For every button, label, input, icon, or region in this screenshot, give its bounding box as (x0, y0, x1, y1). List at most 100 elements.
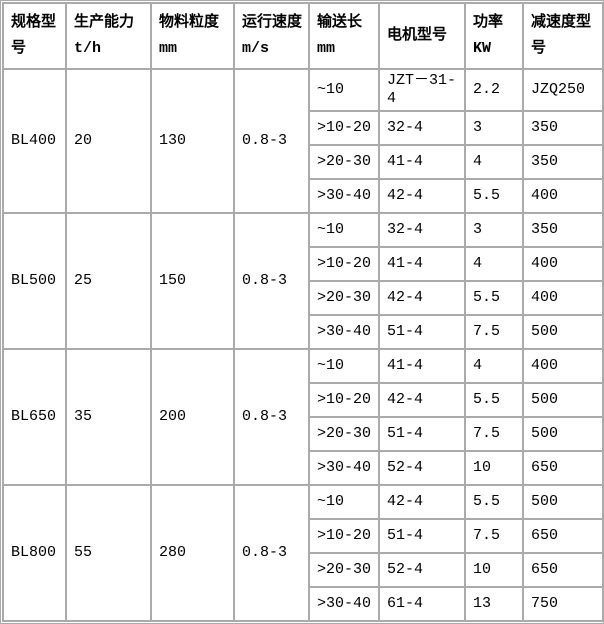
length-cell: ~10 (308, 212, 380, 248)
motor-cell: 42-4 (378, 484, 466, 520)
table-row: >30-40 52-4 10 650 (3, 450, 604, 486)
header-cell-motor: 电机型号 (378, 2, 466, 70)
motor-cell: 42-4 (378, 280, 466, 316)
table-row: BL400 20 130 0.8-3 ~10 JZT－31-4 2.2 JZQ2… (2, 68, 604, 214)
header-cell-speed: 运行速度 m/s (233, 2, 310, 70)
table-row: >10-20 42-4 5.5 500 (3, 382, 604, 418)
header-cell-model: 规格型号 (2, 2, 67, 70)
motor-cell: 51-4 (378, 314, 466, 350)
reducer-cell: 500 (522, 484, 604, 520)
header-cell-length: 输送长 mm (308, 2, 380, 70)
model-cell: BL800 (2, 484, 67, 622)
table-body: BL400 20 130 0.8-3 ~10 JZT－31-4 2.2 JZQ2… (2, 68, 604, 622)
motor-cell: 41-4 (378, 246, 466, 282)
reducer-cell: 500 (522, 416, 604, 452)
speed-cell: 0.8-3 (233, 212, 310, 350)
header-cell-granularity: 物料粒度 mm (150, 2, 235, 70)
table-row: BL800 55 280 0.8-3 ~10 42-4 5.5 500 (2, 484, 604, 622)
length-cell: >10-20 (308, 518, 380, 554)
power-cell: 3 (464, 110, 524, 146)
granularity-cell: 150 (150, 212, 235, 350)
header-unit: mm (317, 40, 336, 57)
power-cell: 3 (464, 212, 524, 248)
header-title: 生产能力 (74, 14, 135, 31)
reducer-cell: 500 (522, 382, 604, 418)
reducer-cell: 500 (522, 314, 604, 350)
header-unit: mm (159, 40, 178, 57)
power-cell: 2.2 (464, 68, 524, 112)
reducer-cell: 350 (522, 144, 604, 180)
model-cell: BL650 (2, 348, 67, 486)
table-row: >20-30 41-4 4 350 (3, 144, 604, 180)
length-cell: ~10 (308, 348, 380, 384)
length-cell: >20-30 (308, 144, 380, 180)
length-cell: >20-30 (308, 280, 380, 316)
capacity-cell: 55 (65, 484, 152, 622)
power-cell: 5.5 (464, 484, 524, 520)
table-row: >10-20 32-4 3 350 (3, 110, 604, 146)
length-cell: >20-30 (308, 416, 380, 452)
header-unit: t/h (74, 40, 102, 57)
table-row: >20-30 42-4 5.5 400 (3, 280, 604, 316)
reducer-cell: 400 (522, 348, 604, 384)
speed-cell: 0.8-3 (233, 68, 310, 214)
granularity-cell: 280 (150, 484, 235, 622)
length-cell: ~10 (308, 68, 380, 112)
header-title: 减速度型号 (531, 14, 592, 57)
length-cell: ~10 (308, 484, 380, 520)
header-unit: m/s (242, 40, 270, 57)
reducer-cell: 350 (522, 212, 604, 248)
motor-cell: 41-4 (378, 348, 466, 384)
motor-cell: 51-4 (378, 518, 466, 554)
table-row: >10-20 51-4 7.5 650 (3, 518, 604, 554)
model-cell: BL400 (2, 68, 67, 214)
granularity-cell: 200 (150, 348, 235, 486)
header-unit: KW (473, 40, 492, 57)
header-cell-capacity: 生产能力 t/h (65, 2, 152, 70)
motor-cell: 41-4 (378, 144, 466, 180)
capacity-cell: 35 (65, 348, 152, 486)
header-row: 规格型号 生产能力 t/h 物料粒度 mm 运行速度 m/s 输送长 mm (2, 2, 604, 70)
length-cell: >10-20 (308, 382, 380, 418)
reducer-cell: 350 (522, 110, 604, 146)
length-cell: >30-40 (308, 178, 380, 214)
motor-cell: 32-4 (378, 212, 466, 248)
power-cell: 4 (464, 246, 524, 282)
power-cell: 7.5 (464, 314, 524, 350)
reducer-cell: 400 (522, 280, 604, 316)
power-cell: 4 (464, 348, 524, 384)
speed-cell: 0.8-3 (233, 484, 310, 622)
table-row: BL650 35 200 0.8-3 ~10 41-4 4 400 (2, 348, 604, 486)
reducer-cell: JZQ250 (522, 68, 604, 112)
header-title: 电机型号 (387, 27, 448, 44)
motor-cell: 51-4 (378, 416, 466, 452)
length-cell: >10-20 (308, 110, 380, 146)
table-header: 规格型号 生产能力 t/h 物料粒度 mm 运行速度 m/s 输送长 mm (2, 2, 604, 70)
capacity-cell: 25 (65, 212, 152, 350)
header-title: 输送长 (317, 14, 363, 31)
table-row: >30-40 42-4 5.5 400 (3, 178, 604, 214)
header-title: 物料粒度 (159, 14, 220, 31)
power-cell: 13 (464, 586, 524, 622)
motor-cell: 52-4 (378, 552, 466, 588)
power-cell: 5.5 (464, 382, 524, 418)
motor-cell: 32-4 (378, 110, 466, 146)
table-row: >30-40 51-4 7.5 500 (3, 314, 604, 350)
speed-cell: 0.8-3 (233, 348, 310, 486)
header-cell-reducer: 减速度型号 (522, 2, 604, 70)
reducer-cell: 400 (522, 246, 604, 282)
motor-cell: 52-4 (378, 450, 466, 486)
reducer-cell: 400 (522, 178, 604, 214)
power-cell: 4 (464, 144, 524, 180)
reducer-cell: 650 (522, 552, 604, 588)
table-row: >10-20 41-4 4 400 (3, 246, 604, 282)
reducer-cell: 650 (522, 518, 604, 554)
reducer-cell: 650 (522, 450, 604, 486)
power-cell: 5.5 (464, 178, 524, 214)
length-cell: >30-40 (308, 450, 380, 486)
reducer-cell: 750 (522, 586, 604, 622)
table-row: BL500 25 150 0.8-3 ~10 32-4 3 350 (2, 212, 604, 350)
header-title: 功率 (473, 14, 504, 31)
